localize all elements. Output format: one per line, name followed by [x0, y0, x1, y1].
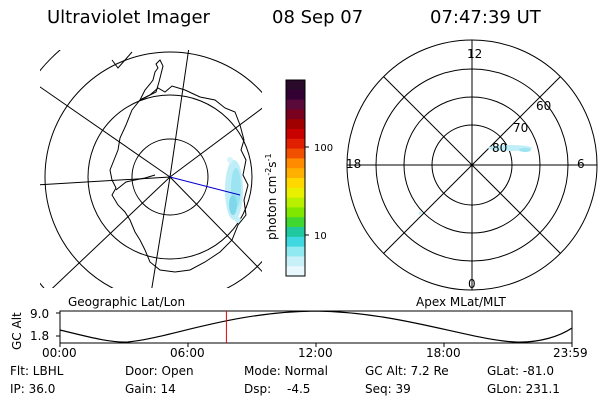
meridian-line [40, 86, 171, 178]
colorbar-segment [286, 129, 305, 140]
timeline-frame [59, 310, 573, 344]
instrument-title: Ultraviolet Imager [47, 7, 210, 28]
south-america-tip [111, 51, 133, 69]
colorbar-segment [286, 109, 305, 120]
colorbar-label: photon cm-2s-1 [264, 153, 279, 240]
timeline-ytick-bottom: 1.8 [30, 329, 49, 343]
timeline-xtick-label: 23:59 [553, 346, 588, 360]
colorbar-segment [286, 138, 305, 150]
antarctic-peninsula [138, 59, 164, 102]
meridian-line [169, 176, 262, 273]
colorbar-segment [286, 99, 305, 110]
colorbar-frame [285, 79, 306, 277]
geographic-map [40, 50, 262, 288]
apex-mlt-map [346, 39, 598, 291]
gain-info: Gain: 14 [125, 382, 176, 396]
colorbar-segment [286, 80, 305, 91]
altitude-timeline [56, 310, 573, 347]
mode-info: Mode: Normal [244, 364, 328, 378]
timeline-xtick-label: 06:00 [170, 346, 205, 360]
colorbar-segment [286, 178, 305, 189]
timeline-ylabel: GC Alt [10, 312, 24, 350]
meridian-line [40, 176, 171, 186]
time-label: 07:47:39 UT [430, 7, 541, 28]
apex-caption: Apex MLat/MLT [416, 295, 506, 309]
door-info: Door: Open [125, 364, 194, 378]
lat-circle [87, 94, 253, 260]
colorbar-tick-label-100: 100 [314, 143, 333, 154]
colorbar-segment [286, 168, 305, 179]
timeline-xtick-label: 18:00 [426, 346, 461, 360]
mlt-label-12: 12 [467, 47, 482, 61]
dsp-value: -4.5 [287, 382, 311, 396]
mlt-label-18: 18 [346, 157, 361, 171]
timeline-xtick-label: 00:00 [42, 346, 77, 360]
colorbar-segment [286, 89, 305, 101]
colorbar-segment [286, 119, 305, 130]
glat-info: GLat: -81.0 [487, 364, 554, 378]
meridian-line [169, 50, 190, 178]
mlt-label-0: 0 [468, 277, 476, 291]
antarctica-coastline [109, 85, 249, 273]
colorbar [286, 80, 305, 277]
gcalt-info: GC Alt: 7.2 Re [365, 364, 449, 378]
meridian-line [151, 176, 171, 288]
colorbar-segment [286, 246, 305, 257]
colorbar-segment [286, 148, 305, 159]
timeline-xtick-label: 12:00 [298, 346, 333, 360]
timeline-ytick-top: 9.0 [30, 307, 49, 321]
mlt-label-6: 6 [577, 157, 585, 171]
mlat-label-80: 80 [492, 141, 507, 155]
colorbar-segment [286, 187, 305, 199]
geographic-caption: Geographic Lat/Lon [68, 295, 185, 309]
ip-info: IP: 36.0 [10, 382, 56, 396]
colorbar-segment [286, 207, 305, 218]
colorbar-segment [286, 266, 305, 277]
colorbar-segment [286, 227, 305, 238]
colorbar-segment [286, 236, 305, 248]
colorbar-segment [286, 158, 305, 169]
glon-info: GLon: 231.1 [487, 382, 560, 396]
meridian-line [51, 176, 171, 288]
filter-info: Flt: LBHL [10, 364, 64, 378]
meridian-line [169, 107, 262, 178]
mlat-label-60: 60 [536, 99, 551, 113]
colorbar-tick-label-10: 10 [314, 231, 327, 242]
colorbar-segment [286, 217, 305, 228]
altitude-curve [59, 311, 572, 343]
mlat-label-70: 70 [513, 121, 528, 135]
lat-circle [44, 51, 262, 288]
ice-shelf-line [115, 174, 156, 191]
colorbar-segment [286, 197, 305, 208]
date-label: 08 Sep 07 [272, 7, 364, 28]
colorbar-segment [286, 256, 305, 267]
lat-circle [131, 138, 209, 216]
dsp-label: Dsp: [244, 382, 272, 396]
seq-info: Seq: 39 [365, 382, 411, 396]
aurora-emission [225, 157, 243, 223]
mlt-line-diag [383, 76, 561, 254]
aurora-emission-mlt [418, 145, 532, 215]
sun-direction-line [169, 176, 241, 196]
